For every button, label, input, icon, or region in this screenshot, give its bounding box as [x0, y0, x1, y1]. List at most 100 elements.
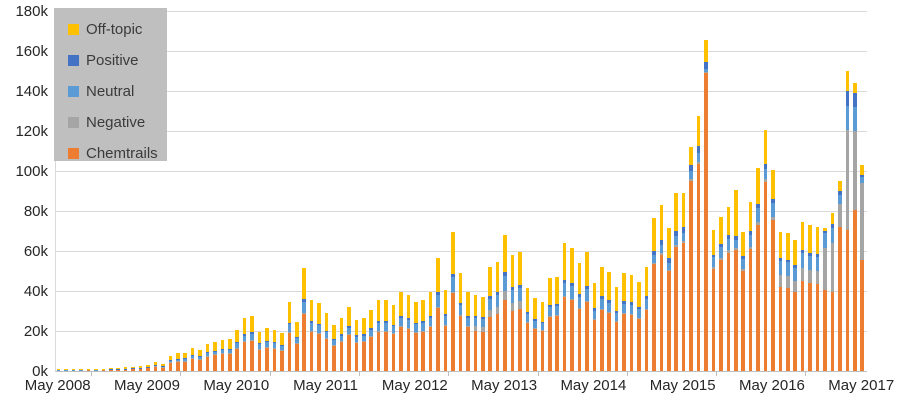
bar-segment-off-topic	[488, 267, 492, 296]
stacked-bar-month-67	[555, 276, 559, 371]
bar-segment-negative	[696, 162, 701, 164]
stacked-bar-month-53	[451, 231, 455, 371]
bar-segment-chemtrails	[138, 368, 143, 371]
bar-segment-chemtrails	[733, 250, 738, 371]
bar-segment-positive	[629, 302, 634, 305]
bar-segment-negative	[406, 327, 411, 329]
bar-segment-positive	[257, 343, 262, 345]
bar-segment-negative	[510, 302, 515, 311]
legend-label: Off-topic	[86, 21, 143, 38]
bar-segment-chemtrails	[94, 369, 98, 371]
bar-segment-neutral	[666, 262, 671, 270]
stacked-bar-month-17	[183, 353, 187, 371]
bar-segment-negative	[302, 312, 306, 314]
bar-segment-negative	[733, 248, 738, 250]
bar-segment-neutral	[369, 329, 373, 337]
bar-segment-neutral	[711, 257, 716, 268]
bar-segment-off-topic	[443, 290, 448, 315]
bar-segment-negative	[466, 325, 470, 327]
bar-segment-off-topic	[287, 301, 292, 323]
bar-segment-neutral	[815, 257, 820, 272]
bar-segment-neutral	[503, 276, 507, 291]
bar-segment-neutral	[637, 309, 641, 319]
bar-segment-chemtrails	[86, 369, 91, 371]
bar-segment-chemtrails	[830, 291, 835, 371]
x-axis-tickmark	[805, 372, 807, 376]
bar-segment-negative	[786, 276, 790, 289]
gridline-100k	[56, 171, 867, 172]
bar-segment-off-topic	[592, 283, 597, 309]
bar-segment-off-topic	[161, 364, 165, 366]
bar-segment-off-topic	[220, 340, 225, 350]
bar-segment-negative	[666, 269, 671, 272]
bar-segment-negative	[793, 280, 798, 293]
bar-segment-off-topic	[205, 344, 210, 353]
chemtrails-swatch-icon	[68, 148, 79, 159]
bar-segment-chemtrails	[384, 331, 388, 371]
bar-segment-off-topic	[376, 300, 381, 322]
stacked-bar-month-87	[704, 40, 708, 371]
bar-segment-positive	[473, 315, 478, 319]
stacked-bar-month-69	[570, 248, 574, 371]
bar-segment-off-topic	[324, 313, 329, 331]
bar-segment-off-topic	[242, 318, 247, 335]
bar-segment-chemtrails	[198, 359, 202, 371]
bar-segment-off-topic	[399, 291, 403, 316]
bar-segment-positive	[250, 332, 254, 334]
bar-segment-negative	[763, 179, 768, 182]
bar-segment-chemtrails	[607, 313, 612, 371]
bar-segment-positive	[183, 358, 187, 359]
stacked-bar-month-35	[317, 303, 321, 371]
bar-segment-positive	[339, 334, 344, 336]
stacked-bar-month-79	[644, 266, 649, 371]
bar-segment-negative	[674, 244, 678, 247]
bar-segment-off-topic	[696, 116, 701, 146]
bar-segment-positive	[830, 224, 835, 229]
bar-segment-positive	[205, 352, 210, 353]
bar-segment-off-topic	[94, 369, 98, 370]
stacked-bar-month-105	[838, 181, 842, 371]
bar-segment-chemtrails	[168, 362, 173, 371]
bar-segment-off-topic	[190, 348, 195, 356]
bar-segment-off-topic	[108, 368, 113, 370]
bar-segment-chemtrails	[108, 369, 113, 371]
bar-segment-chemtrails	[503, 300, 507, 371]
stacked-bar-month-32	[294, 321, 299, 371]
bar-segment-chemtrails	[361, 341, 366, 371]
bar-segment-off-topic	[607, 271, 612, 300]
stacked-bar-month-27	[257, 331, 262, 371]
bar-segment-neutral	[466, 317, 470, 326]
positive-swatch-icon	[68, 55, 79, 66]
bar-segment-chemtrails	[242, 341, 247, 371]
bar-segment-positive	[815, 254, 820, 257]
bar-segment-positive	[726, 235, 731, 239]
bar-segment-chemtrails	[146, 367, 150, 371]
bar-segment-positive	[689, 164, 693, 171]
bar-segment-positive	[674, 230, 678, 236]
bar-segment-positive	[361, 334, 366, 336]
bar-segment-positive	[466, 315, 470, 318]
bar-segment-chemtrails	[436, 308, 440, 371]
stacked-bar-month-24	[235, 330, 240, 371]
bar-segment-off-topic	[332, 325, 336, 339]
bar-segment-negative	[332, 344, 336, 346]
bar-segment-neutral	[808, 255, 812, 271]
stacked-bar-month-30	[280, 333, 284, 371]
bar-segment-neutral	[763, 169, 768, 179]
stacked-bar-month-106	[845, 71, 850, 371]
y-axis-tick-label: 140k	[15, 83, 48, 100]
bar-segment-positive	[793, 264, 798, 268]
stacked-bar-month-86	[696, 116, 701, 371]
bar-segment-neutral	[414, 324, 418, 332]
bar-segment-off-topic	[852, 83, 857, 93]
bar-segment-neutral	[652, 255, 656, 263]
bar-segment-positive	[533, 319, 537, 321]
bar-segment-off-topic	[786, 233, 790, 260]
bar-segment-chemtrails	[391, 334, 396, 371]
bar-segment-off-topic	[79, 369, 83, 370]
bar-segment-chemtrails	[183, 361, 187, 371]
bar-segment-neutral	[547, 307, 552, 317]
bar-segment-neutral	[287, 324, 292, 332]
legend-item-negative: Negative	[68, 115, 145, 130]
bar-segment-chemtrails	[56, 370, 61, 371]
